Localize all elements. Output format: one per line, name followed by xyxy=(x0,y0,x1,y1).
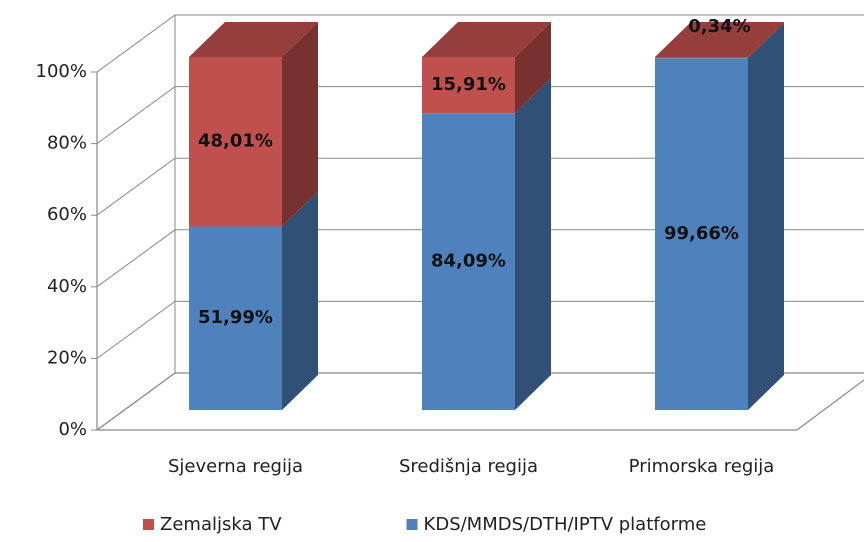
legend-label: KDS/MMDS/DTH/IPTV platforme xyxy=(424,514,707,535)
bar-segment xyxy=(189,57,282,227)
bar-top xyxy=(655,22,784,57)
bar-top xyxy=(189,22,318,57)
y-tick-label: 80% xyxy=(47,133,87,154)
grid-line xyxy=(96,300,864,359)
value-label: 51,99% xyxy=(198,307,273,328)
y-tick-label: 100% xyxy=(36,61,87,82)
value-label: 84,09% xyxy=(431,251,506,272)
bar-side xyxy=(748,23,784,411)
grid-line xyxy=(96,14,864,73)
value-label: 99,66% xyxy=(664,223,739,244)
bar-side xyxy=(515,78,551,411)
bar-side xyxy=(282,191,318,410)
x-tick-label: Sjeverna regija xyxy=(168,456,303,477)
y-tick-label: 20% xyxy=(47,347,87,368)
legend-label: Zemaljska TV xyxy=(160,514,282,535)
grid-line xyxy=(96,229,864,288)
legend-swatch xyxy=(143,519,154,530)
y-tick-label: 40% xyxy=(47,276,87,297)
y-tick-label: 0% xyxy=(58,419,87,440)
x-tick-label: Središnja regija xyxy=(399,456,538,477)
grid-line xyxy=(96,372,864,431)
value-label: 15,91% xyxy=(431,74,506,95)
bar-side xyxy=(515,22,551,114)
y-tick-label: 60% xyxy=(47,204,87,225)
legend-swatch xyxy=(406,519,418,530)
bar-segment xyxy=(422,113,515,411)
value-label: 48,01% xyxy=(198,131,273,152)
grid-line xyxy=(96,157,864,216)
bar-top xyxy=(422,22,551,57)
bar-segment xyxy=(422,57,515,114)
bar-segment xyxy=(189,226,282,410)
bar-side xyxy=(748,22,784,59)
grid-line xyxy=(96,86,864,145)
bar-side xyxy=(282,22,318,227)
value-label: 0,34% xyxy=(688,16,750,37)
bar-segment xyxy=(655,58,748,411)
x-tick-label: Primorska regija xyxy=(629,456,775,477)
bar-segment xyxy=(655,57,748,59)
